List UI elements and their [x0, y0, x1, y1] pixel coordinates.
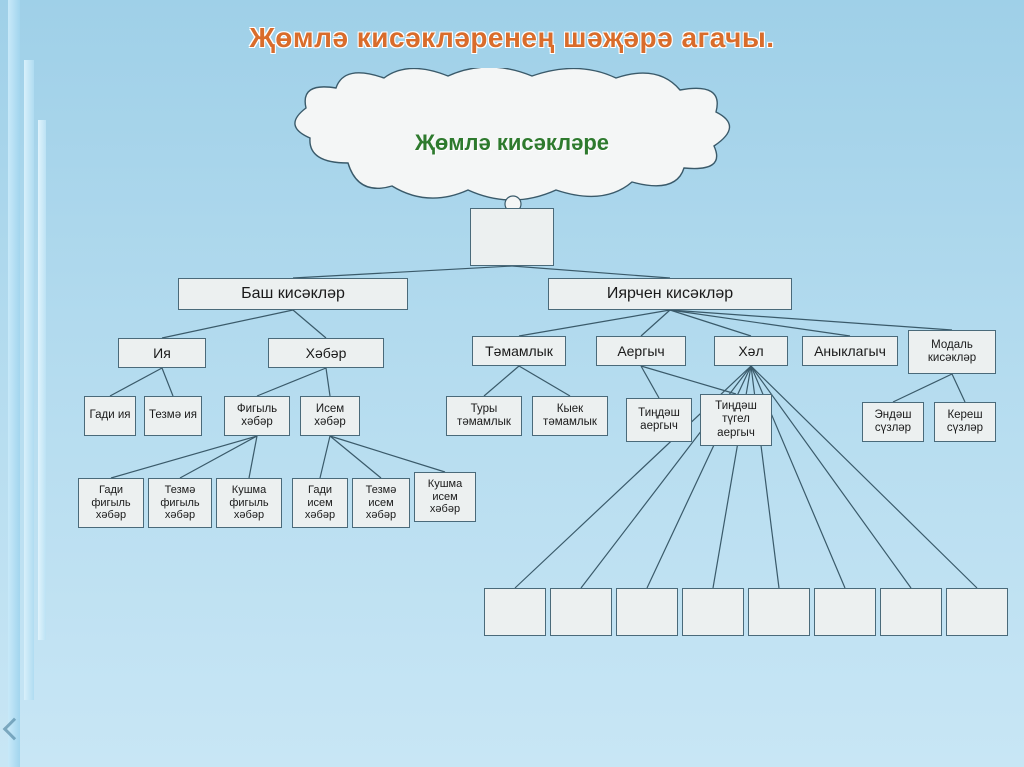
node-gadi_iya: Гади ия — [84, 396, 136, 436]
node-aergych: Аергыч — [596, 336, 686, 366]
node-tury_tam: Туры тәмамлык — [446, 396, 522, 436]
node-tezma_isem: Тезмә исем хәбәр — [352, 478, 410, 528]
node-figyl_habar: Фигыль хәбәр — [224, 396, 290, 436]
node-e1 — [484, 588, 546, 636]
node-e8 — [946, 588, 1008, 636]
node-tindash_tugel: Тиңдәш түгел аергыч — [700, 394, 772, 446]
node-e3 — [616, 588, 678, 636]
page-title: Җөмлә кисәкләренең шәҗәрә агачы. — [0, 22, 1024, 54]
node-modal: Модаль кисәкләр — [908, 330, 996, 374]
node-hal: Хәл — [714, 336, 788, 366]
node-endash: Эндәш сүзләр — [862, 402, 924, 442]
node-e5 — [748, 588, 810, 636]
node-isem_habar: Исем хәбәр — [300, 396, 360, 436]
node-gadi_fig: Гади фигыль хәбәр — [78, 478, 144, 528]
node-keresh: Кереш сүзләр — [934, 402, 996, 442]
node-tezma_iya: Тезмә ия — [144, 396, 202, 436]
node-kyek_tam: Кыек тәмамлык — [532, 396, 608, 436]
node-bash: Баш кисәкләр — [178, 278, 408, 310]
node-kushma_fig: Кушма фигыль хәбәр — [216, 478, 282, 528]
node-habar: Хәбәр — [268, 338, 384, 368]
node-tezma_fig: Тезмә фигыль хәбәр — [148, 478, 212, 528]
node-iyarchen: Иярчен кисәкләр — [548, 278, 792, 310]
node-e6 — [814, 588, 876, 636]
node-root_connector — [470, 208, 554, 266]
decorative-sidebar — [0, 0, 56, 767]
cloud-label: Җөмлә кисәкләре — [415, 130, 609, 156]
node-e4 — [682, 588, 744, 636]
node-iya: Ия — [118, 338, 206, 368]
cloud-root: Җөмлә кисәкләре — [288, 68, 736, 213]
node-gadi_isem: Гади исем хәбәр — [292, 478, 348, 528]
node-kushma_isem: Кушма исем хәбәр — [414, 472, 476, 522]
node-anyklagych: Аныклагыч — [802, 336, 898, 366]
node-e2 — [550, 588, 612, 636]
node-tamamlyk: Тәмамлык — [472, 336, 566, 366]
node-e7 — [880, 588, 942, 636]
node-tindash: Тиңдәш аергыч — [626, 398, 692, 442]
